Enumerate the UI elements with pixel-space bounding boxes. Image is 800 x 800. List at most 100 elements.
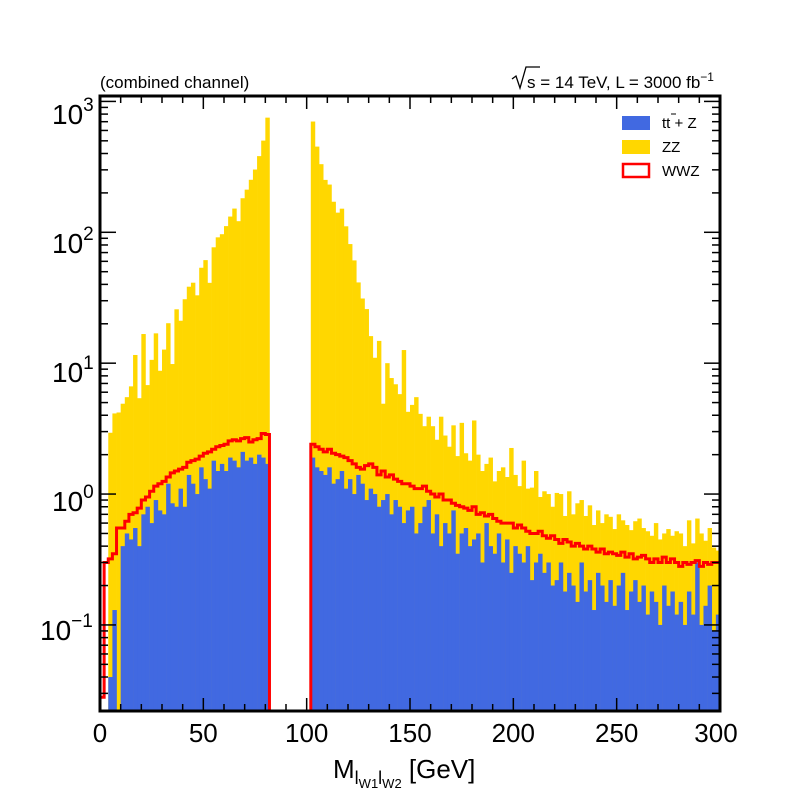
ttz-bar (203, 479, 208, 711)
ttz-bar (591, 610, 597, 711)
ttz-bar (480, 562, 485, 711)
ttz-bar (195, 494, 200, 711)
ttz-bar (257, 454, 262, 711)
ttz-bar (149, 523, 155, 711)
ttz-bar (360, 483, 365, 711)
ttz-bar (637, 601, 642, 711)
x-tick-labels: 0 50 100 150 200 250 300 (93, 718, 738, 748)
ttz-bar (422, 506, 427, 711)
y-tick-labels: 103 102 101 100 10−1 (40, 95, 94, 646)
ttz-bar (653, 601, 659, 711)
ttz-bar (525, 546, 531, 711)
zz-bar (265, 117, 270, 711)
ttz-bar (616, 585, 622, 711)
ttz-bar (261, 457, 266, 711)
ttz-bar (521, 562, 527, 711)
ttz-bar (232, 460, 237, 711)
ttz-bar (356, 474, 361, 711)
ttz-bar (252, 463, 258, 711)
ttz-bar (381, 500, 386, 711)
ttz-bar (376, 506, 382, 711)
ttz-bar (174, 506, 179, 711)
ttz-bar (443, 523, 448, 711)
ttz-bar (542, 572, 547, 711)
ttz-bar (633, 580, 638, 711)
ttz-bar (343, 488, 349, 711)
ttz-bar (649, 591, 655, 711)
ttz-bar (236, 467, 241, 711)
legend-swatch-ttz (622, 116, 650, 130)
x-tick-label: 200 (492, 718, 535, 748)
zz-bar (116, 412, 121, 711)
ttz-bar (323, 474, 328, 711)
ttz-bar (438, 546, 444, 711)
ttz-bar (645, 614, 651, 711)
ttz-bar (579, 562, 584, 711)
ttz-bar (567, 572, 572, 711)
ttz-bar (182, 506, 188, 711)
zz-bar (108, 432, 113, 711)
zz-bar (257, 156, 262, 712)
ttz-bar (190, 483, 196, 711)
wwz-step-line (98, 432, 722, 711)
legend-label-ttz: tt + Z (662, 115, 697, 132)
x-axis-label: MlW1lW2 [GeV] (333, 754, 475, 791)
ttz-bar (670, 591, 675, 711)
ttz-bar (372, 494, 378, 711)
zz-bar (323, 179, 328, 711)
ttz-bar (244, 460, 250, 711)
ttz-bar (476, 533, 481, 711)
legend-item-wwz: WWZ (621, 162, 699, 180)
ttz-bar (112, 610, 117, 711)
y-tick-label: 103 (52, 95, 94, 130)
ttz-bar (658, 624, 663, 711)
ttz-bar (133, 528, 138, 711)
ttz-bar (629, 591, 634, 711)
x-tick-label: 100 (285, 718, 328, 748)
ttz-bar (211, 460, 217, 711)
ttz-bar (418, 523, 423, 711)
ttz-bar (674, 614, 679, 711)
ttz-bar (546, 562, 551, 711)
ttz-bar (397, 506, 403, 711)
ttz-bar (484, 523, 489, 711)
zz-bar (182, 299, 188, 711)
ttz-bar (228, 457, 233, 711)
ttz-bar (711, 630, 717, 711)
zz-bar (699, 533, 704, 711)
ttz-bar (314, 467, 320, 711)
ttz-bar (600, 585, 605, 711)
legend-label-wwz: WWZ (662, 163, 699, 180)
energy-luminosity-label: s = 14 TeV, L = 3000 fb−1 (511, 66, 714, 92)
ttz-bar (248, 457, 254, 711)
ttz-bar (385, 494, 390, 711)
x-tick-label: 150 (388, 718, 431, 748)
ttz-bar (695, 562, 700, 711)
ttz-bar (641, 585, 646, 711)
ttz-bar (128, 539, 134, 711)
ttz-bar (513, 546, 518, 711)
ttz-bar (500, 562, 506, 711)
energy-luminosity-text: s = 14 TeV, L = 3000 fb−1 (527, 70, 714, 92)
ttz-bar (331, 483, 336, 711)
zz-bar (352, 260, 357, 711)
ttz-bar (368, 488, 374, 711)
ttz-bar (666, 605, 671, 711)
ttz-bar (199, 467, 204, 711)
x-tick-label: 300 (694, 718, 737, 748)
ttz-bar (108, 677, 113, 711)
zz-bar (319, 164, 324, 711)
ttz-bar (691, 614, 696, 711)
ttz-bar (410, 506, 415, 711)
ttz-bar (430, 533, 436, 711)
ttz-bar (178, 488, 183, 711)
ttz-bar (505, 539, 510, 711)
ttz-bar (715, 614, 721, 711)
zz-bar (261, 140, 266, 712)
ttz-bar (215, 471, 221, 711)
zz-bar (224, 226, 229, 711)
ttz-bar (459, 533, 465, 711)
zz-bar (232, 208, 237, 712)
ttz-bar (703, 605, 708, 711)
